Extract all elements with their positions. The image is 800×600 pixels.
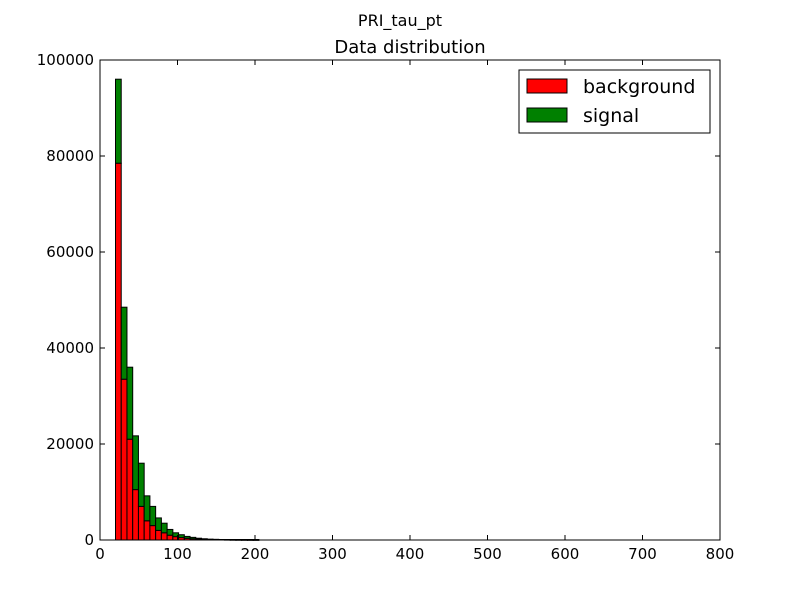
x-tick-label: 400 xyxy=(396,545,425,563)
bar-background xyxy=(137,505,145,541)
y-tick-labels: 0 20000 40000 60000 80000 100000 xyxy=(37,51,94,549)
x-tick-label: 500 xyxy=(473,545,502,563)
bar-signal xyxy=(143,495,151,522)
y-tick-label: 0 xyxy=(84,531,94,549)
chart-title: Data distribution xyxy=(334,37,485,58)
bar-background xyxy=(120,378,128,541)
bar-signal xyxy=(195,537,203,540)
bar-background xyxy=(143,520,151,541)
bar-signal xyxy=(120,306,128,380)
bar-background xyxy=(155,529,162,541)
bar-background xyxy=(132,489,139,541)
bar-background xyxy=(115,162,122,541)
x-tick-label: 200 xyxy=(241,545,270,563)
bar-background xyxy=(166,534,174,541)
bar-signal xyxy=(137,462,145,507)
bar-background xyxy=(160,532,168,541)
plot-area xyxy=(99,59,721,541)
bar-signal xyxy=(149,505,157,527)
x-tick-label: 700 xyxy=(628,545,657,563)
legend-swatch-signal xyxy=(526,107,568,123)
legend: background signal xyxy=(518,69,711,134)
legend-swatch-background xyxy=(526,78,568,94)
y-tick-label: 20000 xyxy=(46,435,94,453)
bar-signal xyxy=(126,366,134,440)
figure-suptitle: PRI_tau_pt xyxy=(358,11,442,31)
x-tick-label: 800 xyxy=(706,545,735,563)
y-tick-label: 80000 xyxy=(46,147,94,165)
y-tick-label: 100000 xyxy=(37,51,94,69)
bar-signal xyxy=(160,522,168,534)
y-tick-label: 40000 xyxy=(46,339,94,357)
legend-label-background: background xyxy=(583,76,695,98)
x-tick-label: 0 xyxy=(95,545,105,563)
bar-signal xyxy=(132,435,139,491)
bar-signal xyxy=(115,78,122,164)
bar-signal xyxy=(178,534,185,539)
bar-signal xyxy=(183,535,191,539)
axes-frame xyxy=(99,59,721,541)
bar-signal xyxy=(166,528,174,536)
x-tick-label: 100 xyxy=(163,545,192,563)
x-tick-label: 600 xyxy=(551,545,580,563)
y-tick-label: 60000 xyxy=(46,243,94,261)
legend-label-signal: signal xyxy=(583,105,639,127)
bar-signal xyxy=(155,517,162,531)
x-tick-labels: 0 100 200 300 400 500 600 700 800 xyxy=(95,545,734,563)
x-tick-label: 300 xyxy=(318,545,347,563)
bar-background xyxy=(149,525,157,541)
bars-group xyxy=(115,78,695,541)
bar-signal xyxy=(201,538,208,540)
bar-background xyxy=(126,438,134,541)
bar-signal xyxy=(189,536,197,540)
